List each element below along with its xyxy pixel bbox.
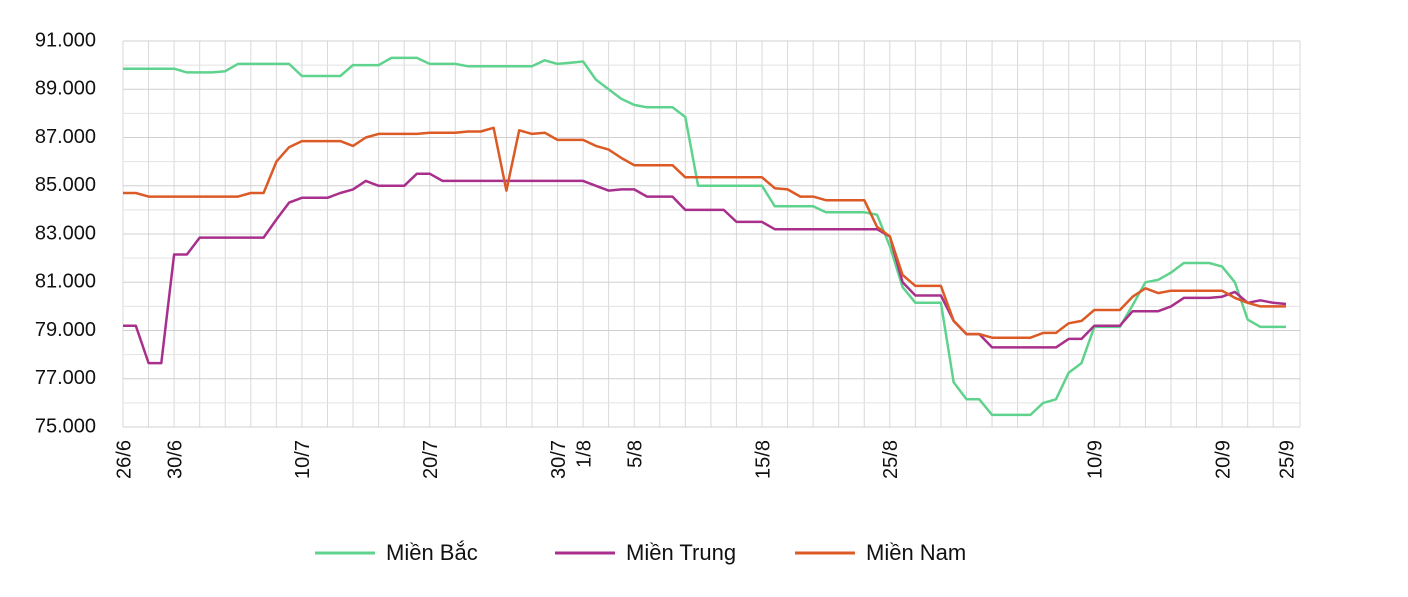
legend-label: Miền Bắc bbox=[386, 540, 478, 565]
x-tick-label: 15/8 bbox=[752, 440, 774, 479]
y-tick-label: 85.000 bbox=[35, 174, 96, 196]
series-line bbox=[123, 56, 1286, 417]
x-tick-label: 10/9 bbox=[1085, 440, 1107, 479]
x-tick-label: 10/7 bbox=[292, 440, 314, 479]
legend-label: Miền Trung bbox=[626, 540, 736, 565]
series-line bbox=[123, 172, 1287, 365]
x-tick-label: 1/8 bbox=[573, 440, 595, 468]
legend-label: Miền Nam bbox=[866, 540, 966, 565]
y-tick-label: 79.000 bbox=[35, 319, 96, 341]
y-tick-label: 89.000 bbox=[35, 78, 96, 100]
y-tick-label: 75.000 bbox=[35, 415, 96, 437]
x-tick-label: 5/8 bbox=[624, 440, 646, 468]
grid bbox=[122, 40, 1301, 428]
y-tick-label: 81.000 bbox=[35, 271, 96, 293]
x-tick-label: 26/6 bbox=[113, 440, 135, 479]
y-tick-label: 77.000 bbox=[35, 367, 96, 389]
x-tick-label: 25/8 bbox=[880, 440, 902, 479]
y-tick-label: 87.000 bbox=[35, 126, 96, 148]
x-tick-label: 30/7 bbox=[548, 440, 570, 479]
y-tick-label: 83.000 bbox=[35, 222, 96, 244]
x-tick-label: 20/7 bbox=[420, 440, 442, 479]
x-tick-label: 20/9 bbox=[1212, 440, 1234, 479]
y-tick-label: 91.000 bbox=[35, 29, 96, 51]
series-line bbox=[123, 126, 1286, 339]
x-tick-label: 25/9 bbox=[1276, 440, 1298, 479]
x-tick-label: 30/6 bbox=[164, 440, 186, 479]
